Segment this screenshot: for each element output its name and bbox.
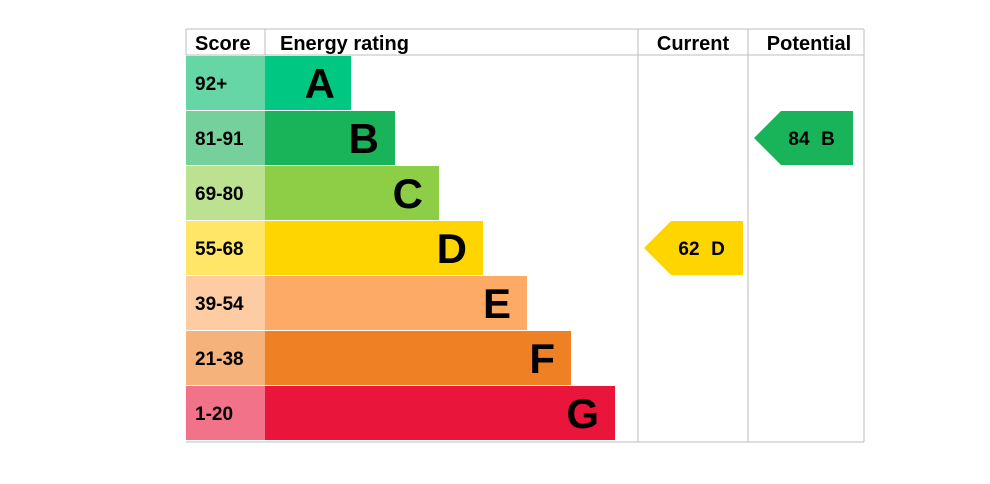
rating-bar-c xyxy=(265,166,439,220)
rating-bar-d xyxy=(265,221,483,275)
current-rating-letter: D xyxy=(711,239,725,260)
score-cell-b xyxy=(186,111,265,165)
score-label-e: 39-54 xyxy=(195,294,244,315)
header-current: Current xyxy=(657,33,730,55)
score-cell-c xyxy=(186,166,265,220)
potential-rating-indicator: 84 B xyxy=(754,111,853,165)
score-label-c: 69-80 xyxy=(195,184,244,205)
rating-bar-b xyxy=(265,111,395,165)
rating-bands: 92+ A 81-91 B 69-80 C 55-68 D 39-54 E 21-38 F 1-20 G xyxy=(186,56,615,440)
potential-rating-letter: B xyxy=(821,129,835,150)
rating-letter-c: C xyxy=(393,170,423,217)
score-label-a: 92+ xyxy=(195,74,227,95)
rating-letter-d: D xyxy=(437,225,467,272)
current-rating-arrow xyxy=(644,221,743,275)
score-label-g: 1-20 xyxy=(195,404,233,425)
rating-letter-a: A xyxy=(305,60,335,107)
header-score: Score xyxy=(195,33,251,55)
score-cell-f xyxy=(186,331,265,385)
potential-rating-value: 84 xyxy=(788,129,810,150)
rating-bar-g xyxy=(265,386,615,440)
score-cell-e xyxy=(186,276,265,330)
current-rating-indicator: 62 D xyxy=(644,221,743,275)
chart-grid xyxy=(185,28,865,443)
rating-letter-g: G xyxy=(566,390,599,437)
score-label-b: 81-91 xyxy=(195,129,244,150)
rating-bar-e xyxy=(265,276,527,330)
potential-rating-arrow xyxy=(754,111,853,165)
current-rating-value: 62 xyxy=(678,239,699,260)
score-label-f: 21-38 xyxy=(195,349,244,370)
rating-letter-e: E xyxy=(483,280,511,327)
header-potential: Potential xyxy=(767,33,851,55)
rating-letter-b: B xyxy=(349,115,379,162)
score-label-d: 55-68 xyxy=(195,239,244,260)
rating-letter-f: F xyxy=(529,335,555,382)
rating-bar-f xyxy=(265,331,571,385)
header-energy-rating: Energy rating xyxy=(280,33,409,55)
rating-bar-a xyxy=(265,56,351,110)
score-cell-a xyxy=(186,56,265,110)
score-cell-g xyxy=(186,386,265,440)
score-cell-d xyxy=(186,221,265,275)
